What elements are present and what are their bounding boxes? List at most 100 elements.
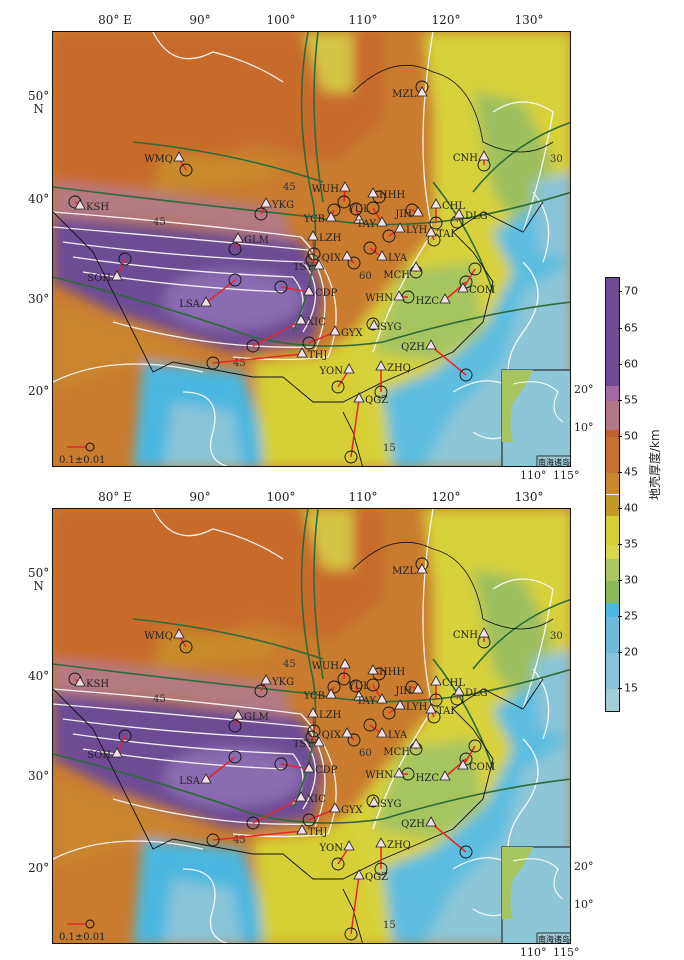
station-triangle-icon: [200, 773, 212, 784]
station-label: DLG: [465, 211, 488, 222]
station-label: HZC: [416, 773, 440, 784]
station-wmq: WMQ: [144, 151, 193, 177]
station-triangle-icon: [329, 325, 341, 336]
station-triangle-icon: [325, 688, 337, 699]
error-ellipse: [366, 317, 380, 331]
station-triangle-icon: [457, 759, 469, 770]
station-lyh: LYH: [382, 699, 428, 720]
station-triangle-icon: [307, 707, 319, 718]
longitude-label: 90°: [189, 13, 211, 27]
station-label: LYH: [406, 225, 428, 236]
station-triangle-icon: [339, 658, 351, 669]
error-ellipse: [429, 693, 443, 707]
colorbar-band: [606, 559, 619, 582]
region-yellow-north: [303, 32, 353, 92]
longitude-label: 80° E: [98, 13, 132, 27]
longitude-label: 120°: [431, 13, 461, 27]
station-triangle-icon: [295, 791, 307, 802]
station-label: WHN: [365, 770, 393, 781]
coastline-borders: [53, 678, 544, 943]
station-label: SOH: [87, 750, 111, 761]
station-jih: JIH: [394, 203, 424, 220]
station-label: WUH: [312, 184, 340, 195]
station-label: QGZ: [365, 872, 388, 883]
station-label: QIX: [322, 730, 342, 741]
colorbar-tick-label: 25: [624, 609, 638, 623]
station-mzl: MZL: [392, 557, 429, 577]
error-ellipse: [246, 816, 260, 830]
station-label: WMQ: [144, 154, 173, 165]
error-ellipse: [374, 862, 388, 876]
station-label: YUL: [347, 681, 370, 692]
station-triangle-icon: [173, 151, 185, 162]
region-india: [53, 779, 203, 869]
colorbar-tick-label: 40: [624, 501, 638, 515]
station-triangle-icon: [353, 213, 365, 224]
colorbar-tick-label: 70: [624, 284, 638, 298]
station-xic: XIC: [246, 314, 326, 353]
station-triangle-icon: [376, 216, 388, 227]
colorbar-band: [606, 689, 619, 711]
station-triangle-icon: [430, 198, 442, 209]
colorbar-band: [606, 386, 619, 401]
station-triangle-icon: [425, 703, 437, 714]
region-indochina-yellow: [253, 352, 373, 466]
colorbar-tick: [618, 363, 622, 365]
station-label: YUL: [347, 204, 370, 215]
station-chl: CHL: [429, 198, 465, 230]
error-ellipse: [307, 247, 321, 261]
contour-label: 15: [383, 443, 396, 454]
station-lya: LYA: [363, 241, 408, 264]
station-triangle-icon: [430, 675, 442, 686]
region-yellow-north: [303, 509, 353, 569]
station-glm: GLM: [228, 232, 269, 256]
station-lsa: LSA: [179, 273, 242, 310]
station-label: LYA: [388, 253, 408, 264]
station-triangle-icon: [416, 563, 428, 574]
latitude-label: 40°: [28, 192, 50, 206]
inset-axis-label: 110°: [520, 469, 547, 482]
station-label: TAI: [437, 229, 454, 240]
station-label: YCB: [303, 214, 325, 225]
colorbar-band: [606, 602, 619, 618]
station-label: MZL: [392, 566, 416, 577]
gps-vector: [252, 797, 302, 824]
gps-vector: [350, 875, 360, 935]
station-label: CNH: [453, 153, 478, 164]
colorbar-band: [606, 545, 619, 560]
error-ellipse: [459, 368, 473, 382]
error-ellipse: [337, 672, 351, 686]
south-china-sea-inset: 南海诸岛: [501, 846, 570, 943]
station-triangle-icon: [394, 222, 406, 233]
national-border: [352, 65, 554, 153]
station-dlg: DLG: [450, 685, 488, 706]
error-ellipse: [366, 678, 380, 692]
colorbar-tick: [618, 471, 622, 473]
station-wmq: WMQ: [144, 628, 193, 654]
error-ellipse: [228, 242, 242, 256]
station-triangle-icon: [367, 187, 379, 198]
station-com: COM: [457, 739, 495, 773]
station-mch: MCH: [383, 738, 423, 758]
velocity-scale: 0.1±0.01: [59, 919, 106, 943]
error-ellipse: [366, 794, 380, 808]
region-northeast-green: [473, 569, 553, 709]
error-ellipse: [118, 729, 132, 743]
station-triangle-icon: [416, 86, 428, 97]
station-label: YKG: [271, 677, 294, 688]
inset-axis-label: 10°: [574, 421, 594, 434]
contour-label: 45: [233, 835, 246, 846]
station-triangle-icon: [412, 683, 424, 694]
error-ellipse: [228, 273, 242, 287]
error-ellipse: [228, 719, 242, 733]
colorbar-tick-label: 60: [624, 357, 638, 371]
station-whn: WHN: [365, 767, 415, 781]
station-label: GYX: [341, 805, 363, 816]
station-triangle-icon: [307, 230, 319, 241]
contour-label: 45: [283, 659, 296, 670]
contour-label: 60: [359, 271, 372, 282]
colorbar-tick: [618, 544, 622, 546]
station-ykg: YKG: [254, 197, 294, 221]
station-tsy: TSY: [293, 730, 325, 750]
